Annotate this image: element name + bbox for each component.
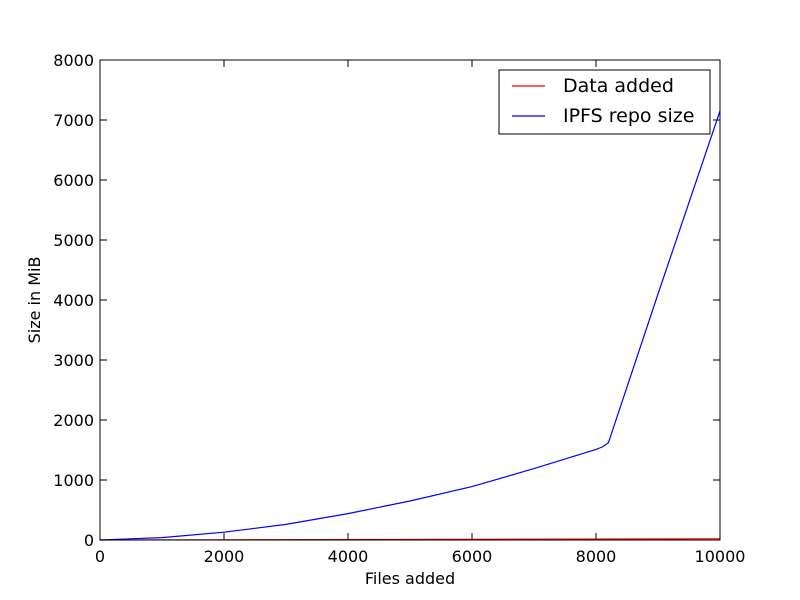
- x-tick-label: 4000: [328, 547, 369, 566]
- plot-area: [100, 60, 720, 540]
- x-tick-label: 0: [95, 547, 105, 566]
- y-tick-label: 6000: [53, 171, 94, 190]
- x-tick-label: 8000: [576, 547, 617, 566]
- y-tick-label: 5000: [53, 231, 94, 250]
- legend-label-ipfs-repo-size: IPFS repo size: [563, 105, 694, 127]
- series-line-ipfs-repo-size: [99, 110, 721, 541]
- x-tick-label: 2000: [204, 547, 245, 566]
- y-tick-label: 4000: [53, 291, 94, 310]
- tick-labels: 0 2000 4000 6000 8000 10000 0 1000 2000 3000 4000 5…: [53, 51, 745, 566]
- y-tick-label: 8000: [53, 51, 94, 70]
- x-tick-label: 6000: [452, 547, 493, 566]
- y-tick-label: 2000: [53, 411, 94, 430]
- legend-box: [498, 69, 711, 135]
- legend-label-data-added: Data added: [563, 75, 674, 97]
- x-tick-label: 10000: [695, 547, 746, 566]
- y-tick-label: 0: [84, 531, 94, 550]
- y-tick-label: 7000: [53, 111, 94, 130]
- y-axis-label: Size in MiB: [25, 257, 44, 344]
- x-axis-label: Files added: [365, 569, 455, 588]
- legend: Data added IPFS repo size: [498, 69, 711, 135]
- y-tick-label: 3000: [53, 351, 94, 370]
- y-tick-label: 1000: [53, 471, 94, 490]
- plot-frame: [99, 59, 721, 541]
